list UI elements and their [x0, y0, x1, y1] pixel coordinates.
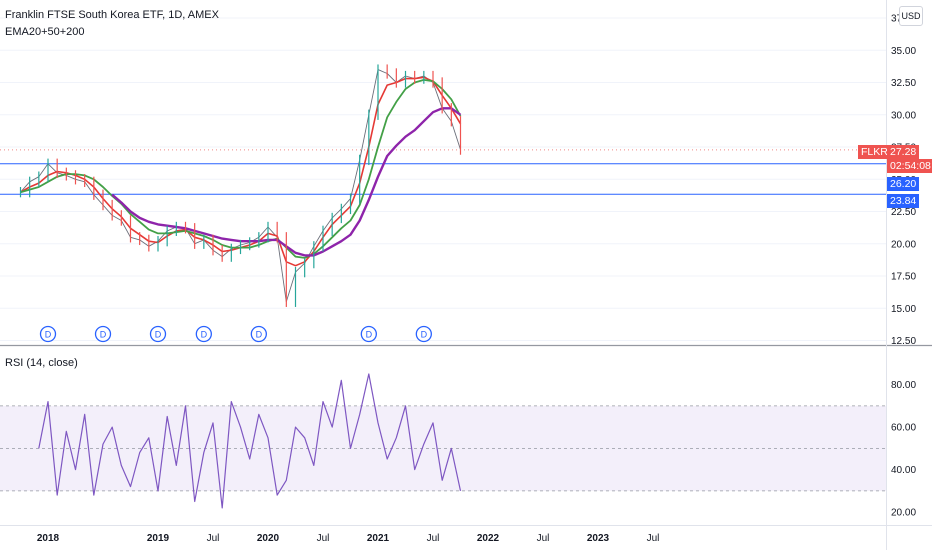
price-tick-label: 12.50 [891, 336, 916, 347]
time-tick-label: 2020 [257, 533, 280, 544]
currency-button[interactable]: USD [899, 6, 923, 26]
dividend-marker-label: D [45, 330, 52, 340]
rsi-line [38, 373, 462, 509]
time-tick-label: Jul [317, 533, 330, 544]
dividend-marker-label: D [100, 330, 107, 340]
price-tick-label: 20.00 [891, 239, 916, 250]
price-tick-label: 30.00 [891, 110, 916, 121]
upper-line-tag: 26.20 [887, 177, 920, 191]
dividend-marker-icon [415, 325, 432, 343]
chart-title: Franklin FTSE South Korea ETF, 1D, AMEX [5, 9, 219, 21]
lower-line-tag: 23.84 [887, 194, 920, 208]
rsi-tick-label: 20.00 [891, 508, 916, 519]
rsi-tick-label: 40.00 [891, 465, 916, 476]
rsi-label[interactable]: RSI (14, close) [5, 357, 78, 369]
dividend-marker-label: D [421, 330, 428, 340]
time-tick-label: 2019 [147, 533, 170, 544]
dividend-marker-icon [149, 325, 167, 343]
last-price-tag: 27.28 [887, 145, 920, 159]
rsi-axis[interactable]: 80.00 60.00 40.00 20.00 [891, 380, 916, 519]
dividend-marker-label: D [256, 330, 263, 340]
time-tick-label: 2018 [37, 533, 60, 544]
time-tick-label: Jul [427, 533, 440, 544]
dividend-marker-label: D [366, 330, 373, 340]
dividend-marker-icon [250, 325, 267, 343]
price-tick-label: 32.50 [891, 78, 916, 89]
price-horizontal-lines [0, 149, 886, 195]
time-tick-label: Jul [207, 533, 220, 544]
price-tick-label: 17.50 [891, 272, 916, 283]
dividend-marker-icon [39, 325, 57, 343]
time-tick-label: 2023 [587, 533, 610, 544]
rsi-tick-label: 80.00 [891, 380, 916, 391]
dividend-marker-icon [195, 325, 212, 343]
dividend-marker-icon [94, 325, 112, 343]
time-axis[interactable]: 2018 2019 Jul 2020 Jul 2021 Jul 2022 Jul 2023 Jul [37, 533, 660, 544]
symbol-tag: FLKR [858, 145, 891, 159]
price-tick-label: 35.00 [891, 46, 916, 57]
rsi-tick-label: 60.00 [891, 423, 916, 434]
rsi-pane[interactable] [0, 373, 886, 509]
dividend-marker-label: D [201, 330, 208, 340]
dividend-marker-icon [360, 325, 377, 343]
time-tick-label: Jul [647, 533, 660, 544]
ema50-line [20, 79, 462, 259]
countdown-tag: 02:54:08 [887, 159, 932, 173]
indicator-label[interactable]: EMA20+50+200 [5, 26, 85, 38]
rsi-series [38, 373, 462, 509]
dividend-marker-label: D [155, 330, 162, 340]
time-tick-label: 2021 [367, 533, 390, 544]
price-series [19, 64, 462, 307]
time-tick-label: Jul [537, 533, 550, 544]
price-tick-label: 22.50 [891, 207, 916, 218]
price-tick-label: 15.00 [891, 304, 916, 315]
time-tick-label: 2022 [477, 533, 500, 544]
price-grid [0, 17, 886, 341]
